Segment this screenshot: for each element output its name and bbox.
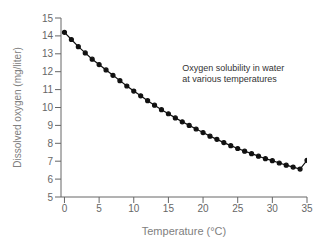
svg-text:0: 0 — [62, 203, 68, 214]
svg-text:5: 5 — [47, 192, 53, 203]
svg-text:13: 13 — [42, 48, 54, 59]
svg-text:7: 7 — [47, 156, 53, 167]
svg-text:12: 12 — [42, 66, 54, 77]
svg-text:14: 14 — [42, 30, 54, 41]
svg-text:Oxygen solubility in waterat v: Oxygen solubility in waterat various tem… — [182, 63, 284, 84]
svg-text:10: 10 — [42, 102, 54, 113]
svg-text:Dissolved oxygen (mg/liter): Dissolved oxygen (mg/liter) — [12, 47, 23, 168]
svg-text:8: 8 — [47, 138, 53, 149]
svg-text:6: 6 — [47, 174, 53, 185]
svg-text:11: 11 — [43, 84, 54, 95]
svg-text:25: 25 — [232, 203, 244, 214]
svg-text:15: 15 — [163, 203, 175, 214]
svg-text:30: 30 — [267, 203, 279, 214]
svg-text:10: 10 — [128, 203, 140, 214]
svg-text:5: 5 — [96, 203, 102, 214]
svg-text:35: 35 — [301, 203, 313, 214]
svg-text:Temperature (°C): Temperature (°C) — [142, 225, 226, 237]
svg-text:20: 20 — [197, 203, 209, 214]
svg-text:15: 15 — [42, 13, 54, 24]
svg-text:9: 9 — [47, 120, 53, 131]
